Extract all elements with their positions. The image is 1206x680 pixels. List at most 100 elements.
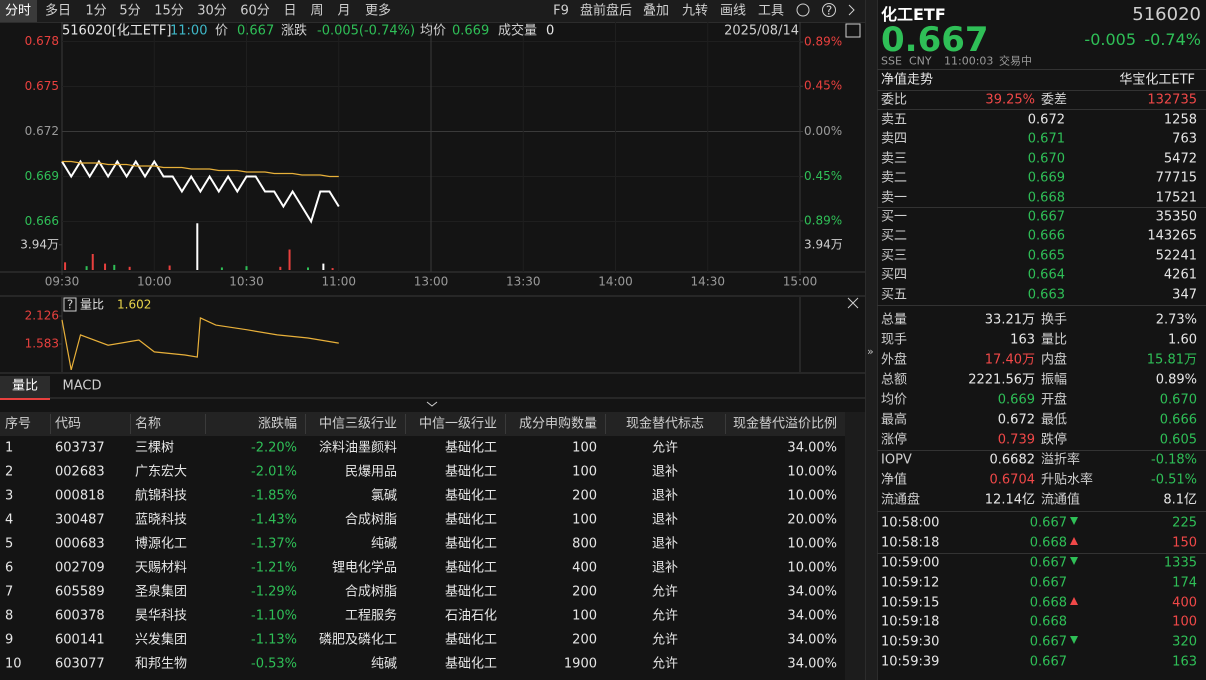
column-header[interactable]: 成分申购数量 <box>518 416 597 432</box>
separator <box>877 450 1206 451</box>
table-cell: 允许 <box>651 608 679 624</box>
trade-arrow <box>1070 537 1078 545</box>
table-cell: 基础化工 <box>444 536 497 552</box>
quote-code: 516020 <box>1132 4 1201 25</box>
volume-bar <box>91 254 94 270</box>
collapse-icon[interactable]: » <box>867 345 874 358</box>
trade-arrow <box>1070 517 1078 525</box>
x-tick-label: 13:00 <box>414 275 449 289</box>
volume-bar <box>64 262 67 270</box>
book-price: 0.666 <box>1027 228 1065 244</box>
table-cell: 三棵树 <box>135 440 175 456</box>
book-volume: 347 <box>1172 287 1197 303</box>
subtab[interactable]: 量比 <box>11 378 39 394</box>
period-tab[interactable]: 分时 <box>4 3 32 19</box>
quote-market: SSE <box>881 54 902 68</box>
period-tab[interactable]: 60分 <box>240 3 270 19</box>
book-price: 0.663 <box>1027 287 1065 303</box>
period-tab[interactable]: 多日 <box>44 3 72 19</box>
table-cell: -2.01% <box>251 464 297 480</box>
trade-time: 10:59:18 <box>881 614 940 630</box>
help-icon[interactable] <box>822 3 836 17</box>
table-cell: 纯碱 <box>370 656 397 672</box>
tool-button[interactable]: 工具 <box>757 3 785 19</box>
tool-button[interactable]: F9 <box>553 3 569 19</box>
volume-bar <box>85 266 88 270</box>
table-cell: 100 <box>572 608 597 624</box>
table-cell: 200 <box>572 632 597 648</box>
period-tab[interactable]: 月 <box>337 3 351 19</box>
quote-currency: CNY <box>909 54 932 68</box>
separator <box>877 305 1206 306</box>
table-cell: 34.00% <box>787 608 837 624</box>
trade-time: 10:59:30 <box>881 634 940 650</box>
column-header[interactable]: 代码 <box>55 416 82 432</box>
window-icon[interactable] <box>845 23 861 38</box>
table-cell: -1.37% <box>251 536 297 552</box>
subtab[interactable]: MACD <box>62 378 102 394</box>
tool-button[interactable]: 叠加 <box>642 3 670 19</box>
settings-icon[interactable] <box>796 3 810 17</box>
series-line <box>62 160 339 178</box>
stat-label: 量比 <box>1041 332 1068 348</box>
y-tick-label: 0.678 <box>25 34 59 48</box>
close-icon[interactable] <box>847 297 859 309</box>
column-header[interactable]: 现金替代标志 <box>625 416 705 432</box>
stat-value: 0.6704 <box>989 472 1036 488</box>
table-cell: 磷肥及磷化工 <box>318 632 397 648</box>
table-cell: 基础化工 <box>444 488 497 504</box>
period-tab[interactable]: 5分 <box>119 3 141 19</box>
book-volume: 763 <box>1172 131 1197 147</box>
stat-label: 外盘 <box>881 352 908 368</box>
tool-button[interactable]: 画线 <box>719 3 747 19</box>
column-header[interactable]: 中信一级行业 <box>418 416 497 432</box>
table-cell: 基础化工 <box>444 464 497 480</box>
order-diff: 132735 <box>1147 92 1197 108</box>
period-tab[interactable]: 日 <box>283 3 297 19</box>
column-header[interactable]: 名称 <box>135 416 162 432</box>
book-price: 0.668 <box>1027 190 1065 206</box>
stat-label: 振幅 <box>1041 372 1068 388</box>
column-header[interactable]: 中信三级行业 <box>318 416 397 432</box>
period-tab[interactable]: 周 <box>310 3 324 19</box>
book-volume: 77715 <box>1155 170 1197 186</box>
stat-value: 12.14亿 <box>984 492 1035 508</box>
tab-selected <box>0 0 37 22</box>
next-icon[interactable] <box>848 4 855 16</box>
table-cell: 4 <box>5 512 14 528</box>
book-volume: 1258 <box>1163 112 1197 128</box>
column-header[interactable]: 现金替代溢价比例 <box>732 416 837 432</box>
table-cell: 天赐材料 <box>135 560 188 576</box>
stat-value: 8.1亿 <box>1163 492 1197 508</box>
column-header[interactable]: 序号 <box>5 416 32 432</box>
volume-bar <box>196 223 199 270</box>
trade-volume: 163 <box>1172 654 1197 670</box>
help-box[interactable] <box>63 297 77 312</box>
table-cell: 6 <box>5 560 14 576</box>
info-volume: 0 <box>546 23 555 39</box>
period-tab[interactable]: 15分 <box>154 3 184 19</box>
nav-trend-link[interactable]: 净值走势 <box>881 72 934 88</box>
table-cell: 000683 <box>55 536 105 552</box>
trade-time: 10:59:39 <box>881 654 940 670</box>
table-cell: 9 <box>5 632 14 648</box>
column-divider <box>130 414 131 434</box>
period-tab[interactable]: 1分 <box>85 3 107 19</box>
stat-label: 最低 <box>1041 412 1068 428</box>
table-cell: 退补 <box>651 464 679 480</box>
table-cell: 允许 <box>651 632 679 648</box>
table-cell: 昊华科技 <box>135 608 188 624</box>
trade-volume: 174 <box>1172 575 1197 591</box>
stat-label: 流通盘 <box>881 492 921 508</box>
tool-button[interactable]: 盘前盘后 <box>579 3 633 19</box>
tool-button[interactable]: 九转 <box>681 3 709 19</box>
info-avg: 0.669 <box>452 23 490 39</box>
expand-icon[interactable] <box>426 401 438 407</box>
column-header[interactable]: 涨跌幅 <box>257 416 297 432</box>
table-cell: 允许 <box>651 584 679 600</box>
table-cell: 20.00% <box>787 512 837 528</box>
period-tab[interactable]: 30分 <box>197 3 227 19</box>
table-cell: 200 <box>572 488 597 504</box>
trade-volume: 320 <box>1172 634 1197 650</box>
period-tab[interactable]: 更多 <box>364 3 392 19</box>
